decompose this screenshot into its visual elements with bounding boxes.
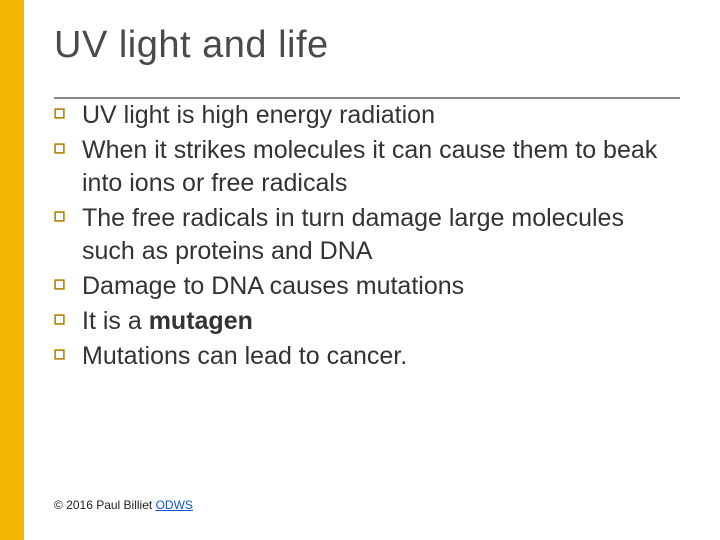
list-item-text: UV light is high energy radiation (82, 101, 435, 129)
list-item: Damage to DNA causes mutations (54, 270, 680, 303)
bullet-square-icon (54, 211, 65, 222)
list-item-text: Damage to DNA causes mutations (82, 272, 464, 300)
list-item-text: Mutations can lead to cancer. (82, 342, 407, 370)
bullet-square-icon (54, 349, 65, 360)
list-item: It is a mutagen (54, 305, 680, 338)
copyright-text: © 2016 Paul Billiet (54, 498, 156, 512)
bullet-square-icon (54, 108, 65, 119)
bullet-list: UV light is high energy radiation When it… (54, 99, 680, 373)
list-item-text: It is a mutagen (82, 307, 253, 335)
list-item-text: The free radicals in turn damage large m… (82, 204, 624, 265)
copyright-link[interactable]: ODWS (156, 498, 193, 512)
list-item: Mutations can lead to cancer. (54, 340, 680, 373)
slide-body: UV light and life UV light is high energ… (24, 0, 720, 540)
list-item: UV light is high energy radiation (54, 99, 680, 132)
list-item: The free radicals in turn damage large m… (54, 202, 680, 268)
bullet-square-icon (54, 279, 65, 290)
bullet-square-icon (54, 314, 65, 325)
accent-bar (0, 0, 24, 540)
page-title: UV light and life (54, 24, 680, 75)
list-item: When it strikes molecules it can cause t… (54, 134, 680, 200)
bullet-square-icon (54, 143, 65, 154)
copyright: © 2016 Paul Billiet ODWS (54, 498, 193, 512)
list-item-text: When it strikes molecules it can cause t… (82, 136, 657, 197)
